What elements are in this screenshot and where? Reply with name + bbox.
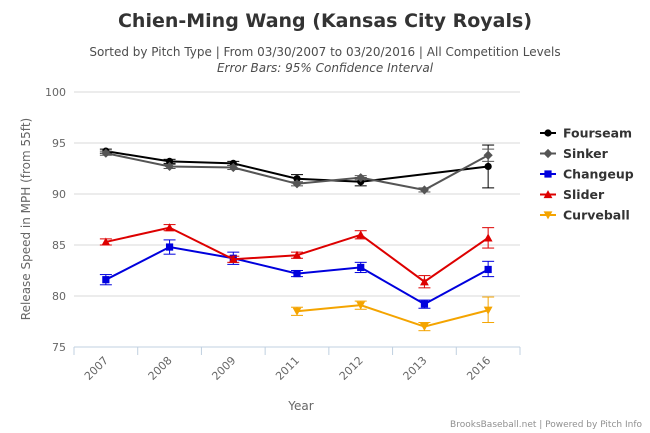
sinker-point-2016 [483, 150, 493, 160]
series-slider [99, 223, 495, 289]
legend-label-fourseam: Fourseam [563, 126, 632, 141]
series-layer [99, 144, 495, 332]
legend-marker-curveball [543, 211, 553, 220]
x-tick-label-2008: 2008 [146, 354, 175, 383]
fourseam-point-2011 [293, 175, 301, 183]
sinker-point-2007 [101, 148, 111, 158]
x-tick-label-2007: 2007 [82, 354, 111, 383]
changeup-point-2007 [102, 276, 110, 284]
x-tick-label-2016: 2016 [464, 354, 493, 383]
sinker-point-2011 [292, 179, 302, 189]
x-axis-label: Year [287, 399, 313, 413]
legend-item-curveball[interactable]: Curveball [540, 208, 630, 223]
legend-item-slider[interactable]: Slider [540, 187, 605, 202]
fourseam-point-2008 [165, 157, 174, 165]
y-tick-label-85: 85 [52, 239, 66, 252]
x-tick-label-2013: 2013 [401, 354, 430, 383]
legend-item-changeup[interactable]: Changeup [540, 167, 634, 182]
fourseam-line [105, 150, 489, 183]
sinker-point-2012 [356, 173, 366, 183]
series-sinker [99, 148, 495, 195]
sinker-point-2009 [228, 162, 238, 173]
sinker-point-2008 [164, 161, 175, 172]
slider-point-2008 [165, 223, 174, 232]
chart-subtitle-error-bars: Error Bars: 95% Confidence Interval [217, 61, 434, 75]
y-tick-labels: 75 80 85 90 95 100 [45, 86, 66, 354]
y-tick-label-100: 100 [45, 86, 66, 99]
legend-label-curveball: Curveball [563, 208, 630, 223]
chart-title: Chien-Ming Wang (Kansas City Royals) [118, 10, 532, 32]
changeup-point-2011 [293, 269, 301, 278]
curveball-point-2016 [483, 306, 493, 315]
chart-subtitle: Sorted by Pitch Type | From 03/30/2007 t… [89, 45, 560, 59]
x-axis [73, 346, 521, 355]
changeup-point-2008 [165, 243, 174, 251]
slider-point-2011 [292, 250, 302, 259]
curveball-point-2013 [420, 323, 429, 331]
legend-label-sinker: Sinker [563, 146, 609, 161]
legend-marker-changeup [544, 170, 552, 178]
y-tick-label-90: 90 [52, 188, 66, 201]
x-tick-labels: 2007 2008 2009 2011 2012 2013 2016 [82, 354, 493, 383]
slider-point-2012 [356, 230, 366, 239]
curveball-line [296, 304, 489, 328]
x-tick-label-2012: 2012 [337, 354, 366, 383]
legend-label-changeup: Changeup [563, 167, 634, 182]
x-tick-label-2009: 2009 [209, 354, 238, 383]
y-tick-label-95: 95 [52, 137, 66, 150]
curveball-point-2011 [292, 307, 302, 316]
slider-point-2016 [483, 233, 493, 242]
legend-item-fourseam[interactable]: Fourseam [540, 126, 632, 141]
curveball-point-2012 [356, 301, 366, 310]
y-tick-label-75: 75 [52, 341, 66, 354]
changeup-point-2013 [420, 300, 429, 308]
legend-label-slider: Slider [563, 187, 605, 202]
legend-marker-slider [543, 190, 553, 199]
credits[interactable]: BrooksBaseball.net | Powered by Pitch In… [450, 420, 642, 430]
legend-item-sinker[interactable]: Sinker [540, 146, 609, 161]
slider-point-2013 [420, 277, 429, 286]
fourseam-point-2016 [484, 162, 492, 171]
sinker-point-2013 [419, 185, 430, 195]
changeup-point-2012 [357, 263, 365, 272]
series-curveball [291, 296, 495, 332]
changeup-point-2016 [484, 265, 492, 274]
slider-point-2009 [228, 254, 238, 263]
legend: Fourseam Sinker Changeup Slider Curveball [540, 126, 634, 223]
x-tick-label-2011: 2011 [273, 354, 302, 383]
y-tick-label-80: 80 [52, 290, 66, 303]
slider-point-2007 [101, 237, 111, 246]
legend-marker-sinker [543, 148, 553, 159]
y-axis-label: Release Speed in MPH (from 55ft) [19, 118, 33, 320]
legend-marker-fourseam [544, 129, 552, 137]
